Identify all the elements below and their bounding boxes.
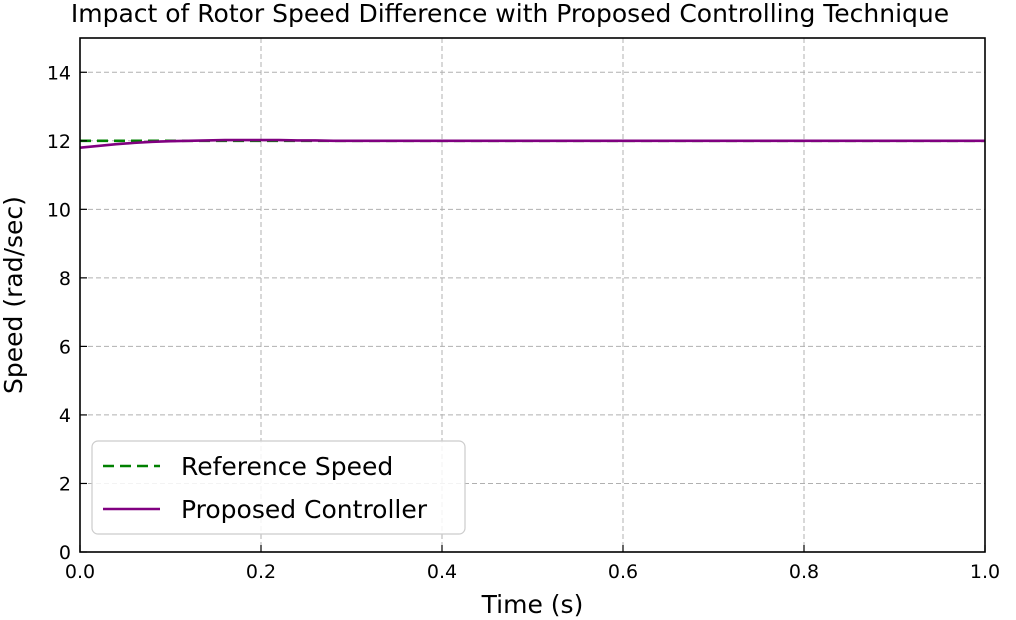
y-tick-label: 8 <box>59 268 71 290</box>
legend-box <box>91 440 466 535</box>
x-tick-label: 0.0 <box>65 561 95 583</box>
x-tick-label: 0.8 <box>789 561 819 583</box>
x-axis-title: Time (s) <box>481 590 584 619</box>
series-line-proposed-controller <box>79 138 985 149</box>
y-tick-label: 12 <box>47 131 71 153</box>
y-tick-label: 14 <box>47 62 71 84</box>
data-series <box>79 138 985 149</box>
y-tick-label: 4 <box>59 405 71 427</box>
x-tick-label: 0.2 <box>246 561 276 583</box>
y-tick-label: 2 <box>59 473 71 495</box>
y-axis-title: Speed (rad/sec) <box>0 196 28 394</box>
x-tick-label: 1.0 <box>970 561 1000 583</box>
y-tick-label: 0 <box>59 542 71 564</box>
x-tick-label: 0.6 <box>608 561 638 583</box>
chart-title: Impact of Rotor Speed Difference with Pr… <box>71 0 949 28</box>
plot-frame <box>79 37 986 553</box>
legend-label-proposed-controller: Proposed Controller <box>181 495 428 524</box>
y-tick-label: 6 <box>59 336 71 358</box>
legend: Reference Speed Proposed Controller <box>91 440 466 535</box>
x-tick-label: 0.4 <box>427 561 457 583</box>
legend-label-reference-speed: Reference Speed <box>181 452 393 481</box>
axis-ticks: 0.0 0.2 0.4 0.6 0.8 1.0 0 2 4 6 8 10 12 14 <box>47 62 1000 583</box>
y-tick-label: 10 <box>47 199 71 221</box>
